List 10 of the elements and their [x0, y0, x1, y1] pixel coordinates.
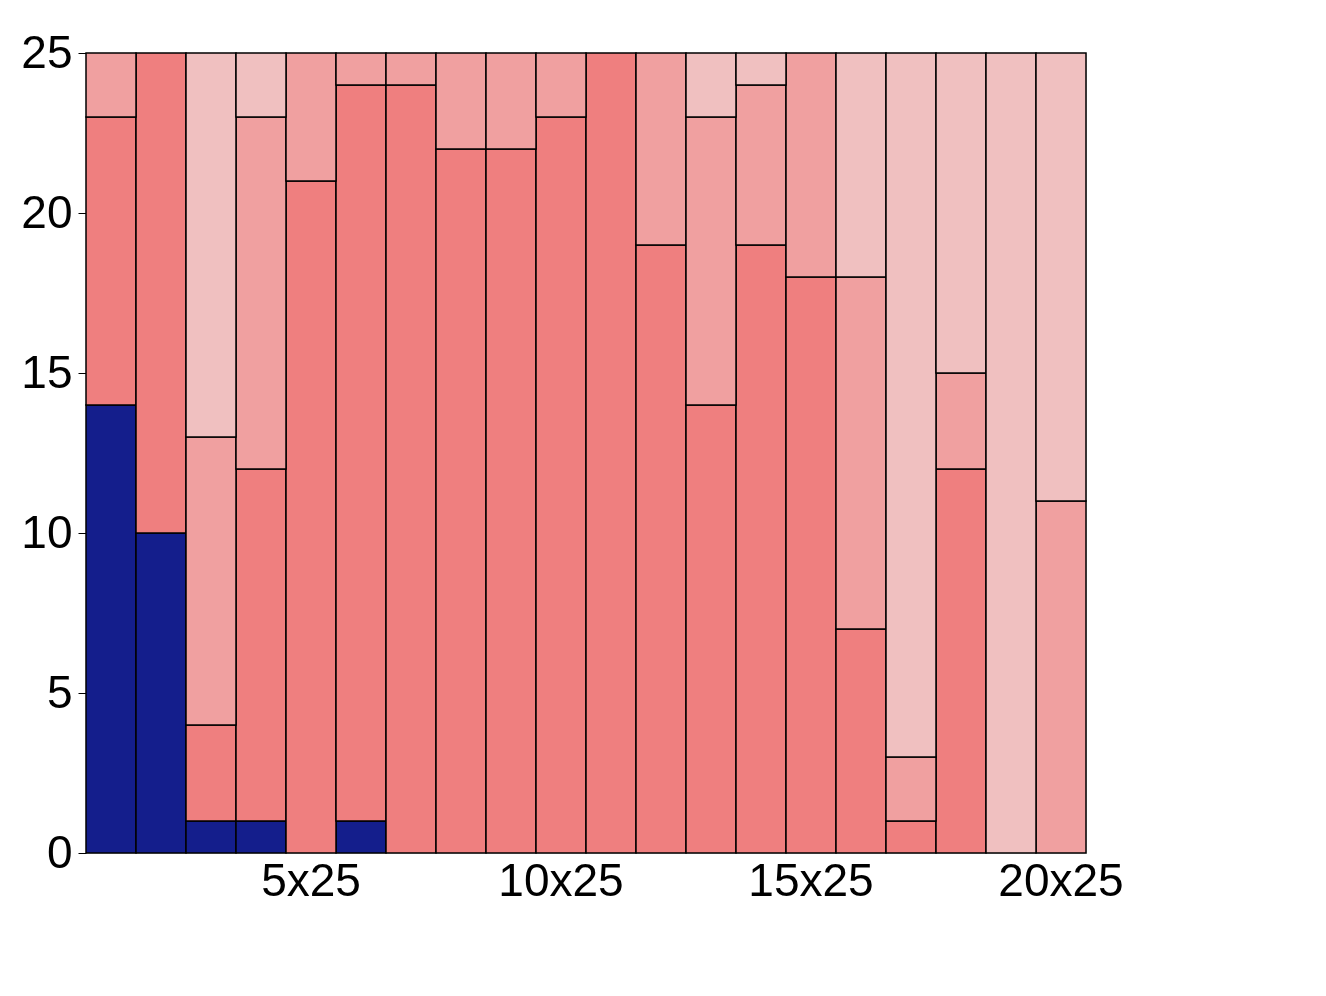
- x-tick-label: 10x25: [498, 853, 624, 906]
- x-tick-label: 5x25: [261, 853, 361, 906]
- y-tick-label: 20: [21, 185, 73, 238]
- y-tick-label: 25: [21, 25, 73, 78]
- x-tick-label: 20x25: [998, 853, 1124, 906]
- y-tick-label: 5: [46, 665, 73, 718]
- y-tick-label: 10: [21, 505, 73, 558]
- y-tick-label: 15: [21, 345, 73, 398]
- y-tick-label: 0: [46, 825, 73, 878]
- x-tick-label: 15x25: [748, 853, 874, 906]
